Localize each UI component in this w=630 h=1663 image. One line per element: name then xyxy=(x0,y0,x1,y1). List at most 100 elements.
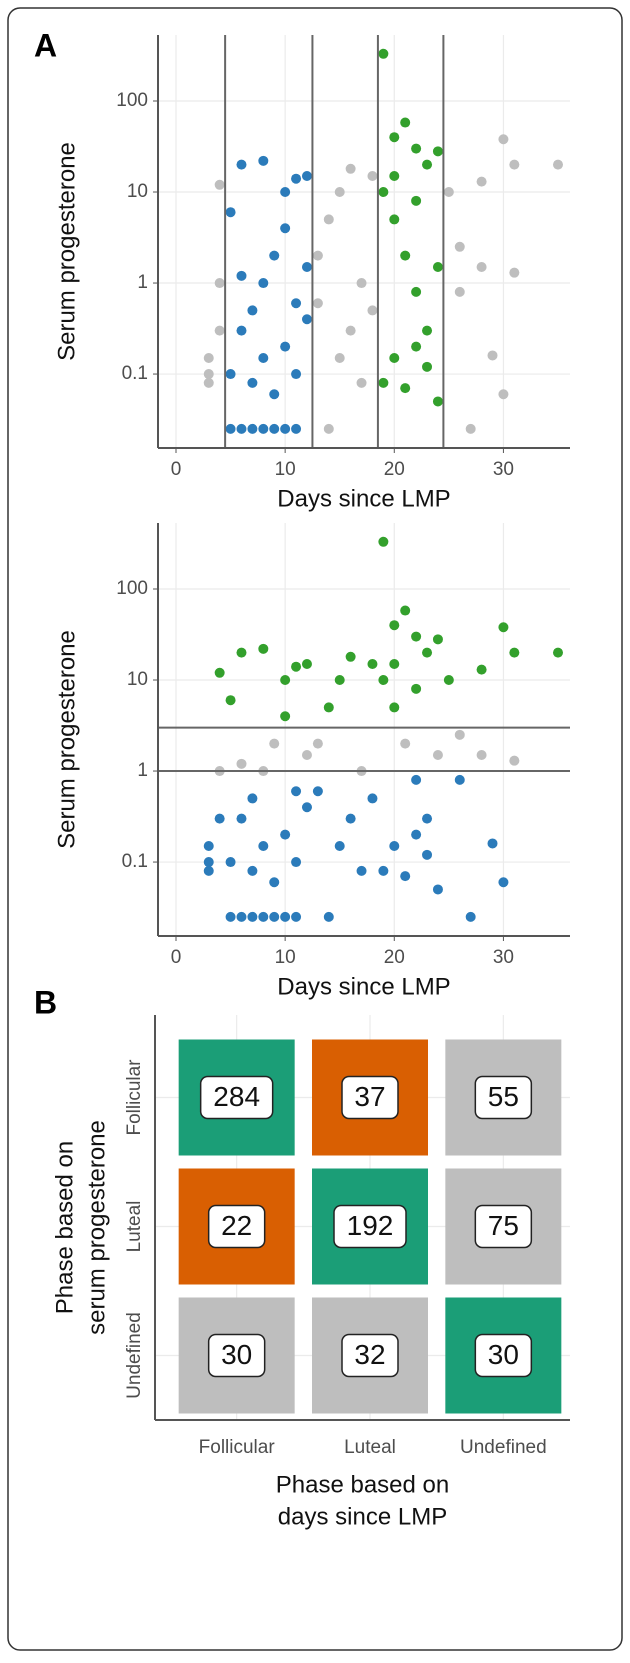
data-point xyxy=(367,793,378,804)
data-point xyxy=(465,911,476,922)
panel-label: B xyxy=(34,984,57,1020)
value-label-box xyxy=(474,1204,533,1249)
data-point xyxy=(269,250,280,261)
data-point xyxy=(236,159,247,170)
data-point xyxy=(236,911,247,922)
data-point xyxy=(422,849,433,860)
y-tick-label: 1 xyxy=(137,760,148,781)
data-point xyxy=(236,325,247,336)
data-point xyxy=(291,173,302,184)
data-point xyxy=(291,423,302,434)
data-point xyxy=(400,605,411,616)
data-point xyxy=(323,911,334,922)
data-point xyxy=(236,270,247,281)
data-point xyxy=(301,170,312,181)
data-point xyxy=(411,195,422,206)
data-point xyxy=(552,647,563,658)
data-point xyxy=(258,643,269,654)
data-point xyxy=(432,750,443,761)
data-point xyxy=(378,377,389,388)
data-point xyxy=(323,702,334,713)
data-point xyxy=(378,675,389,686)
x-tick-label: 20 xyxy=(384,947,405,968)
data-point xyxy=(400,117,411,128)
data-point xyxy=(258,155,269,166)
data-point xyxy=(411,683,422,694)
data-point xyxy=(301,802,312,813)
data-point xyxy=(247,377,258,388)
data-point xyxy=(269,738,280,749)
data-point xyxy=(367,170,378,181)
value-label-box xyxy=(341,1333,399,1378)
y-tick-label: Follicular xyxy=(124,1059,145,1136)
y-tick-label: 10 xyxy=(127,181,148,202)
data-point xyxy=(247,865,258,876)
x-tick-label: 10 xyxy=(275,947,296,968)
value-label: 30 xyxy=(221,1339,252,1370)
data-point xyxy=(487,350,498,361)
data-point xyxy=(214,325,225,336)
x-axis-title: Days since LMP xyxy=(277,973,450,1000)
x-tick-label: 20 xyxy=(384,459,405,480)
data-point xyxy=(323,423,334,434)
data-point xyxy=(345,813,356,824)
data-point xyxy=(389,170,400,181)
data-point xyxy=(345,163,356,174)
data-point xyxy=(443,187,454,198)
data-point xyxy=(225,369,236,380)
value-label-box xyxy=(474,1075,533,1120)
value-label-box xyxy=(341,1075,399,1120)
data-point xyxy=(258,278,269,289)
data-point xyxy=(334,675,345,686)
y-axis-title: Serum progesterone xyxy=(53,630,80,849)
y-axis-title: serum progesterone xyxy=(83,1120,110,1335)
data-point xyxy=(334,187,345,198)
value-label: 284 xyxy=(213,1081,260,1112)
data-point xyxy=(214,813,225,824)
data-point xyxy=(291,911,302,922)
data-point xyxy=(476,750,487,761)
data-point xyxy=(378,187,389,198)
data-point xyxy=(378,536,389,547)
data-point xyxy=(269,911,280,922)
panel-label: A xyxy=(34,27,57,63)
data-point xyxy=(367,305,378,316)
data-point xyxy=(236,813,247,824)
y-tick-label: 0.1 xyxy=(122,851,148,872)
data-point xyxy=(400,871,411,882)
data-point xyxy=(454,729,465,740)
data-point xyxy=(498,622,509,633)
y-tick-label: 0.1 xyxy=(122,363,148,384)
data-point xyxy=(203,841,214,852)
data-point xyxy=(225,207,236,218)
x-axis-title: Days since LMP xyxy=(277,485,450,512)
data-point xyxy=(422,325,433,336)
data-point xyxy=(247,793,258,804)
data-point xyxy=(258,423,269,434)
data-point xyxy=(280,223,291,234)
y-axis-title: Serum progesterone xyxy=(53,142,80,361)
data-point xyxy=(280,829,291,840)
y-tick-label: 100 xyxy=(116,90,148,111)
data-point xyxy=(389,841,400,852)
data-point xyxy=(225,911,236,922)
data-point xyxy=(487,838,498,849)
data-point xyxy=(378,48,389,59)
data-point xyxy=(312,786,323,797)
data-point xyxy=(269,877,280,888)
y-tick-label: Luteal xyxy=(124,1201,145,1253)
data-point xyxy=(432,884,443,895)
data-point xyxy=(454,774,465,785)
data-point xyxy=(334,841,345,852)
data-point xyxy=(509,647,520,658)
data-point xyxy=(476,176,487,187)
x-tick-label: 0 xyxy=(171,947,182,968)
value-label: 22 xyxy=(221,1210,252,1241)
data-point xyxy=(552,159,563,170)
data-point xyxy=(411,774,422,785)
x-tick-label: 30 xyxy=(493,947,514,968)
data-point xyxy=(367,658,378,669)
data-point xyxy=(509,755,520,766)
data-point xyxy=(247,911,258,922)
